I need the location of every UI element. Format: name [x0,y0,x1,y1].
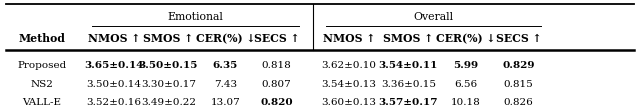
Text: 7.43: 7.43 [214,80,237,89]
Text: 3.50±0.15: 3.50±0.15 [139,61,198,70]
Text: 3.57±0.17: 3.57±0.17 [379,98,438,107]
Text: Overall: Overall [413,12,454,22]
Text: Emotional: Emotional [167,12,223,22]
Text: NMOS ↑: NMOS ↑ [323,33,375,44]
Text: 0.826: 0.826 [504,98,533,107]
Text: 5.99: 5.99 [453,61,479,70]
Text: NS2: NS2 [30,80,53,89]
Text: VALL-E: VALL-E [22,98,61,107]
Text: Method: Method [18,33,65,44]
Text: 0.829: 0.829 [502,61,534,70]
Text: NMOS ↑: NMOS ↑ [88,33,140,44]
Text: 3.65±0.14: 3.65±0.14 [84,61,143,70]
Text: 0.815: 0.815 [504,80,533,89]
Text: 3.52±0.16: 3.52±0.16 [86,98,141,107]
Text: 3.54±0.11: 3.54±0.11 [379,61,438,70]
Text: 13.07: 13.07 [211,98,240,107]
Text: 6.35: 6.35 [212,61,238,70]
Text: Proposed: Proposed [17,61,66,70]
Text: 3.30±0.17: 3.30±0.17 [141,80,196,89]
Text: 3.49±0.22: 3.49±0.22 [141,98,196,107]
Text: SMOS ↑: SMOS ↑ [383,33,433,44]
Text: 3.60±0.13: 3.60±0.13 [321,98,376,107]
Text: SMOS ↑: SMOS ↑ [143,33,193,44]
Text: 6.56: 6.56 [454,80,477,89]
Text: 3.50±0.14: 3.50±0.14 [86,80,141,89]
Text: 0.820: 0.820 [260,98,292,107]
Text: 0.818: 0.818 [262,61,291,70]
Text: SECS ↑: SECS ↑ [495,33,541,44]
Text: 3.54±0.13: 3.54±0.13 [321,80,376,89]
Text: 3.36±0.15: 3.36±0.15 [381,80,436,89]
Text: SECS ↑: SECS ↑ [253,33,300,44]
Text: CER(%) ↓: CER(%) ↓ [196,33,255,44]
Text: 3.62±0.10: 3.62±0.10 [321,61,376,70]
Text: 10.18: 10.18 [451,98,481,107]
Text: CER(%) ↓: CER(%) ↓ [436,33,495,44]
Text: 0.807: 0.807 [262,80,291,89]
